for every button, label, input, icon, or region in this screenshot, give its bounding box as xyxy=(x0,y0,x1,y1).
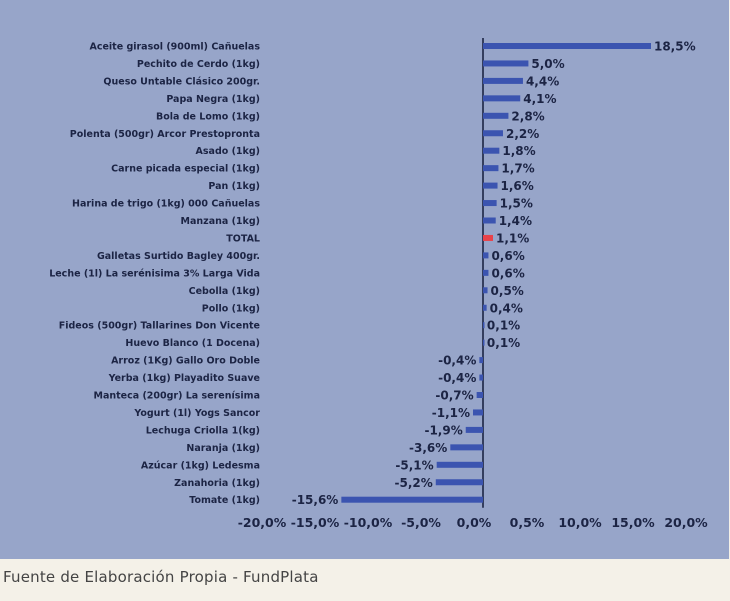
category-label: Polenta (500gr) Arcor Prestopronta xyxy=(70,129,260,140)
bar xyxy=(465,426,483,433)
value-label: 0,4% xyxy=(490,301,523,315)
bar xyxy=(483,217,496,224)
bar xyxy=(435,479,483,486)
x-tick-label: -20,0% xyxy=(238,515,287,530)
bar xyxy=(341,496,483,503)
category-label: Bola de Lomo (1kg) xyxy=(156,111,260,122)
value-label: -5,1% xyxy=(395,458,433,472)
bar xyxy=(479,357,483,364)
category-label: Manzana (1kg) xyxy=(181,216,260,227)
value-label: 4,1% xyxy=(523,92,556,106)
x-tick-label: 0,5% xyxy=(510,515,545,530)
bar xyxy=(476,392,483,398)
value-label: 5,0% xyxy=(531,57,564,71)
bar xyxy=(483,269,489,276)
category-label: Arroz (1Kg) Gallo Oro Doble xyxy=(111,356,260,367)
bar xyxy=(473,409,483,416)
value-label: -0,7% xyxy=(435,389,473,403)
category-label: Lechuga Criolla 1(kg) xyxy=(146,425,260,436)
category-label: Queso Untable Clásico 200gr. xyxy=(103,76,260,87)
value-label: -15,6% xyxy=(292,493,339,507)
category-label: Harina de trigo (1kg) 000 Cañuelas xyxy=(72,199,260,210)
bar xyxy=(483,95,521,102)
category-label: TOTAL xyxy=(226,233,260,244)
value-label: 1,7% xyxy=(501,162,534,176)
category-label: Pan (1kg) xyxy=(208,181,260,192)
category-label: Huevo Blanco (1 Docena) xyxy=(125,338,260,349)
value-label: 0,5% xyxy=(491,284,524,298)
value-label: -1,1% xyxy=(432,406,470,420)
bar xyxy=(483,60,529,67)
x-tick-label: 10,0% xyxy=(558,515,602,530)
category-label: Azúcar (1kg) Ledesma xyxy=(141,460,260,471)
value-label: 4,4% xyxy=(526,74,559,88)
x-tick-label: 15,0% xyxy=(611,515,655,530)
value-label: 0,1% xyxy=(487,319,520,333)
category-label: Zanahoria (1kg) xyxy=(174,478,260,489)
category-label: Naranja (1kg) xyxy=(186,443,260,454)
bar-chart: Aceite girasol (900ml) Cañuelas 18,5% Pech… xyxy=(49,38,708,530)
bar xyxy=(483,165,499,172)
category-label: Pollo (1kg) xyxy=(202,303,260,314)
bar xyxy=(483,43,651,49)
bar-total xyxy=(483,234,493,241)
x-tick-label: 20,0% xyxy=(664,515,708,530)
category-label: Fideos (500gr) Tallarines Don Vicente xyxy=(59,321,260,332)
source-note: Fuente de Elaboración Propia - FundPlata xyxy=(3,568,319,586)
category-label: Manteca (200gr) La serenísima xyxy=(93,391,260,402)
bar xyxy=(483,77,523,84)
bar xyxy=(483,130,503,137)
x-tick-label: -10,0% xyxy=(344,515,393,530)
category-label: Papa Negra (1kg) xyxy=(166,94,260,105)
value-label: 18,5% xyxy=(654,40,696,54)
category-label: Leche (1l) La serénisima 3% Larga Vida xyxy=(49,268,260,279)
bar xyxy=(483,287,488,294)
chart-panel: Aceite girasol (900ml) Cañuelas 18,5% Pech… xyxy=(0,0,729,559)
value-label: 1,8% xyxy=(502,144,535,158)
bar xyxy=(479,374,483,381)
bar xyxy=(483,322,485,329)
category-label: Pechito de Cerdo (1kg) xyxy=(137,59,260,70)
value-label: 0,6% xyxy=(491,266,524,280)
value-label: 1,1% xyxy=(496,231,529,245)
bar xyxy=(483,182,498,189)
category-label: Yogurt (1l) Yogs Sancor xyxy=(133,408,260,419)
value-label: -0,4% xyxy=(438,354,476,368)
value-label: 2,2% xyxy=(506,127,539,141)
value-label: 1,4% xyxy=(499,214,532,228)
bar xyxy=(483,252,489,259)
x-tick-label: -5,0% xyxy=(401,515,441,530)
bar xyxy=(483,339,485,346)
category-label: Aceite girasol (900ml) Cañuelas xyxy=(89,42,260,53)
category-label: Cebolla (1kg) xyxy=(189,286,260,297)
bar xyxy=(483,304,487,311)
category-label: Asado (1kg) xyxy=(196,146,260,157)
value-label: 0,1% xyxy=(487,336,520,350)
value-label: -1,9% xyxy=(424,423,462,437)
category-label: Tomate (1kg) xyxy=(189,495,260,506)
category-label: Yerba (1kg) Playadito Suave xyxy=(108,373,260,384)
category-label: Galletas Surtido Bagley 400gr. xyxy=(97,251,260,262)
value-label: -0,4% xyxy=(438,371,476,385)
value-label: -3,6% xyxy=(409,441,447,455)
bar xyxy=(436,461,483,468)
value-label: 2,8% xyxy=(511,109,544,123)
bar xyxy=(483,200,497,207)
x-tick-label: -15,0% xyxy=(291,515,340,530)
value-label: 1,6% xyxy=(501,179,534,193)
value-label: 0,6% xyxy=(491,249,524,263)
bar xyxy=(450,444,483,451)
bar xyxy=(483,112,509,119)
value-label: 1,5% xyxy=(500,197,533,211)
bar xyxy=(483,147,500,154)
category-label: Carne picada especial (1kg) xyxy=(111,164,260,175)
value-label: -5,2% xyxy=(395,476,433,490)
x-tick-label: 0,0% xyxy=(457,515,492,530)
